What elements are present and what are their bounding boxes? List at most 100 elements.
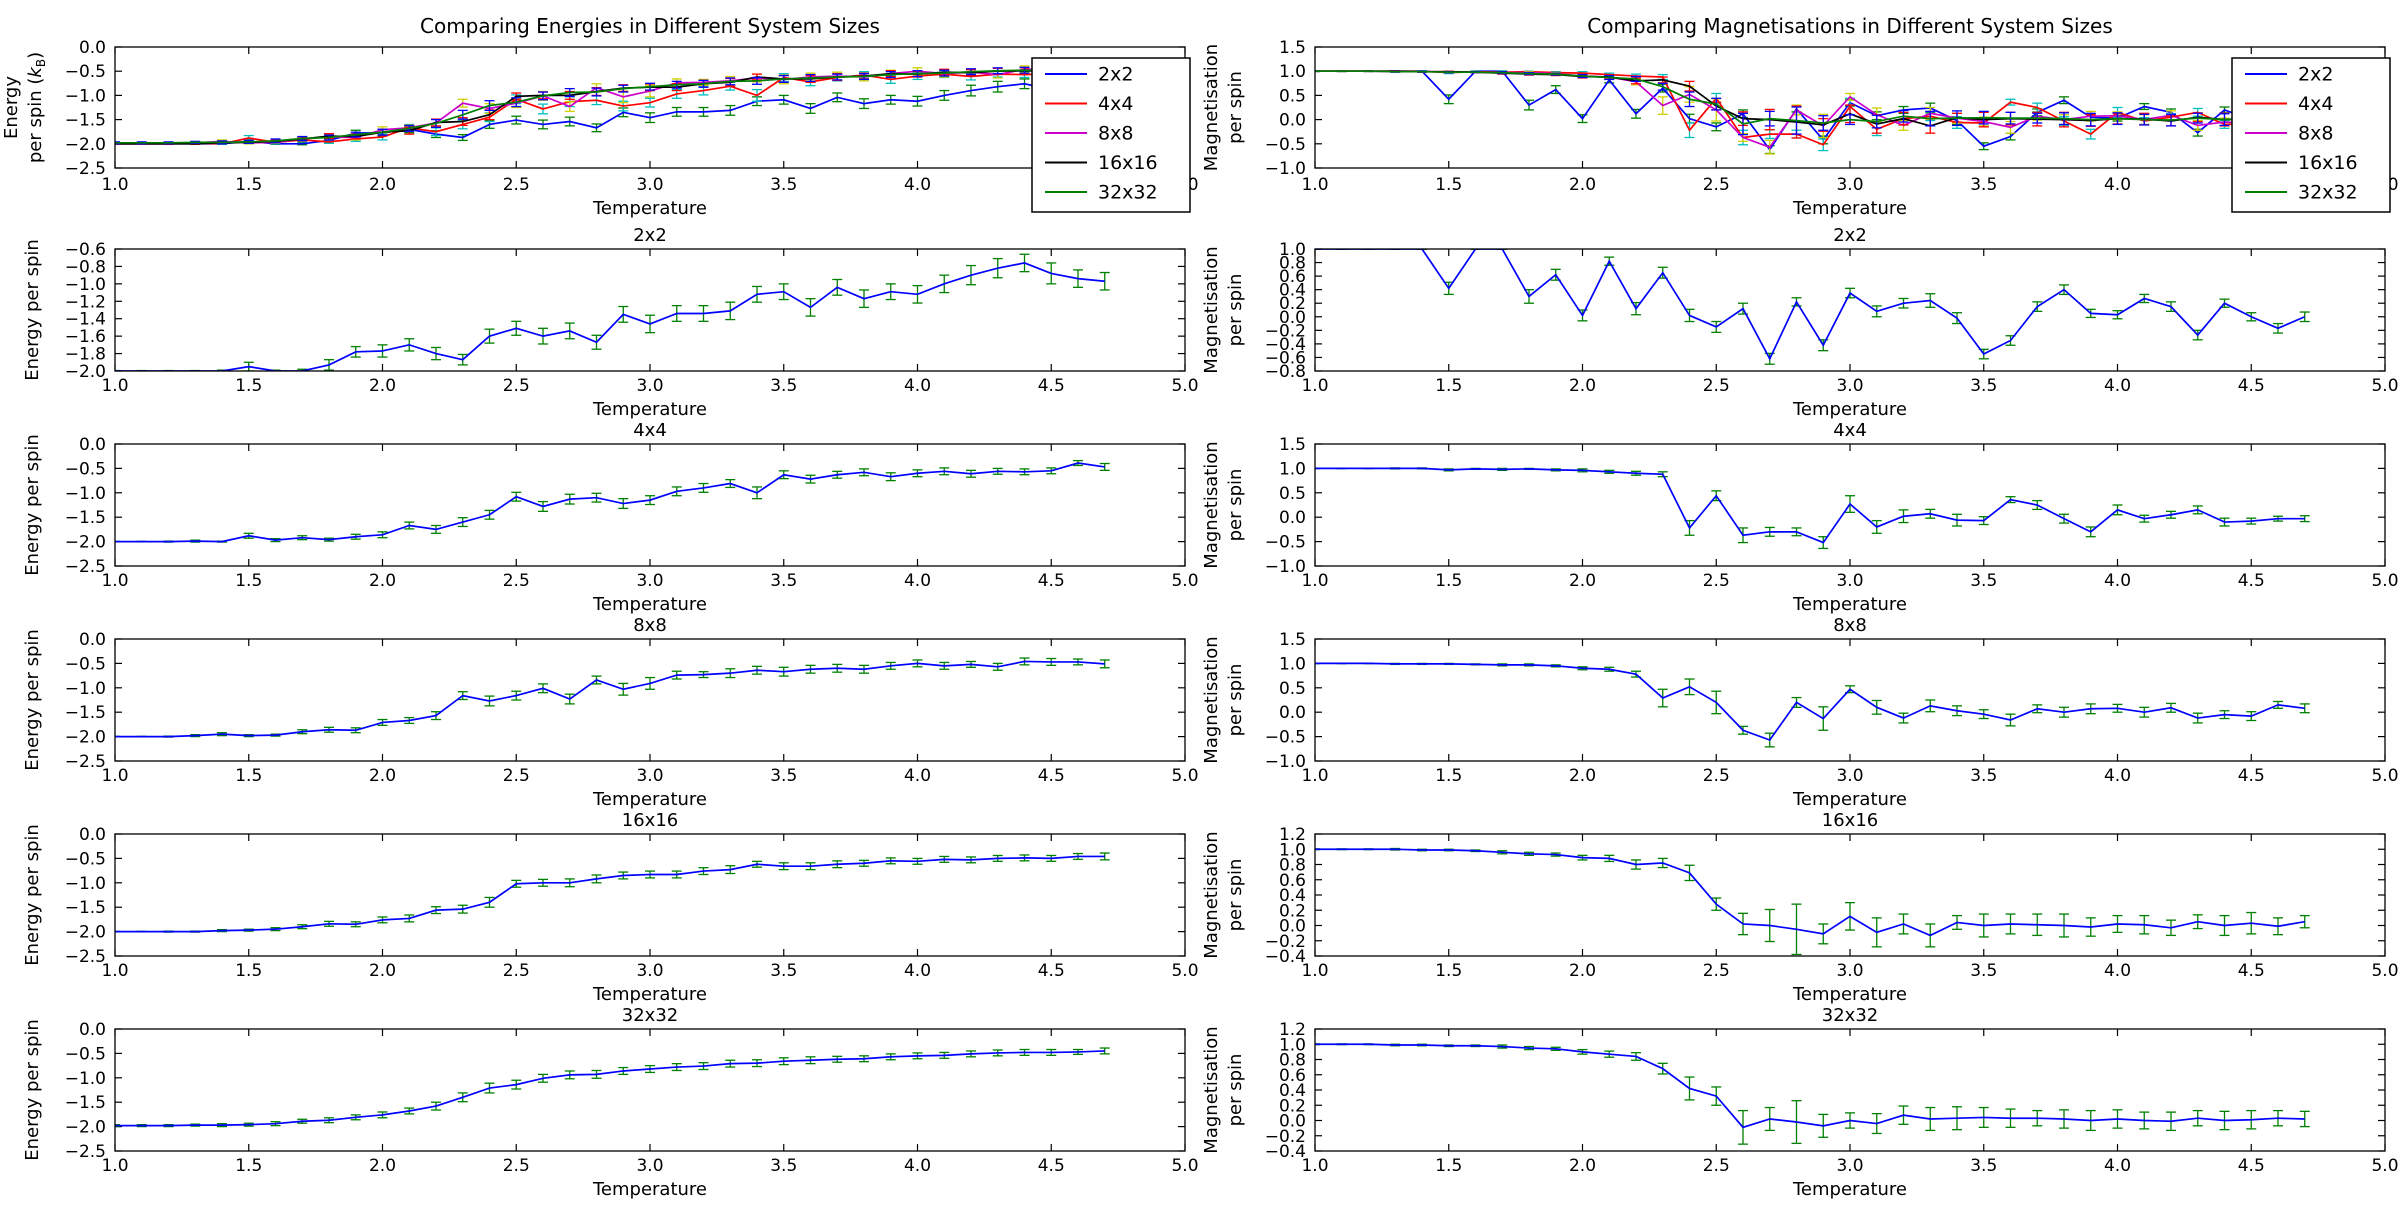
svg-text:5.0: 5.0 [1171,961,1198,981]
svg-text:1.2: 1.2 [1279,1020,1306,1040]
magnetisation-2x2-canvas: 2x2 Magnetisation per spin 1.0 1.5 2.0 2.5 3.0 3… [1201,225,2399,420]
svg-text:4.5: 4.5 [1038,571,1065,591]
svg-text:2.0: 2.0 [1569,1156,1596,1176]
chart-title: Comparing Magnetisations in Different Sy… [1587,14,2113,38]
svg-text:0.0: 0.0 [1279,1112,1306,1132]
svg-text:3.0: 3.0 [1836,175,1863,195]
svg-text:3.0: 3.0 [636,1156,663,1176]
svg-text:4.5: 4.5 [2238,766,2265,786]
svg-text:4.5: 4.5 [1038,1156,1065,1176]
series-line-16x16 [1315,848,2305,937]
svg-text:0.4: 0.4 [1279,1081,1306,1101]
svg-text:1.5: 1.5 [235,1156,262,1176]
chart-title: Comparing Energies in Different System S… [420,14,880,38]
energy-comparison-canvas: Comparing Energies in Different System S… [1,14,1199,219]
svg-text:3.5: 3.5 [770,571,797,591]
svg-text:per spin: per spin [1225,274,1246,347]
svg-text:0.2: 0.2 [1279,901,1306,921]
x-axis-label: Temperature [592,984,707,1005]
svg-text:0.8: 0.8 [1279,254,1306,274]
svg-text:3.0: 3.0 [1836,961,1863,981]
svg-text:0.0: 0.0 [79,38,106,58]
svg-text:−1.0: −1.0 [65,679,106,699]
svg-text:4.5: 4.5 [1038,376,1065,396]
y-axis: −0.6−0.8−1.0−1.2−1.4−1.6−1.8−2.0 [65,240,1185,382]
svg-text:5.0: 5.0 [2371,376,2398,396]
errorbars-2x2 [1315,249,2310,365]
chart-title: 8x8 [1833,615,1867,636]
magnetisation-4x4-canvas: 4x4 Magnetisation per spin 1.0 1.5 2.0 2.5 3.0 3… [1201,420,2399,615]
energy-16x16-canvas: 16x16 Energy per spin 1.0 1.5 2.0 2.5 3.0 3.5 4.… [22,810,1199,1005]
plot-frame [1314,833,2386,957]
y-axis-label: Magnetisation per spin [1201,831,1246,958]
svg-text:−2.0: −2.0 [65,533,106,553]
svg-text:−0.5: −0.5 [1265,533,1306,553]
svg-text:3.5: 3.5 [770,961,797,981]
y-axis: 0.0 −0.5 −1.0 −1.5 −2.0 −2.5 [65,825,1185,967]
svg-text:1.0: 1.0 [1279,62,1306,82]
svg-text:4.0: 4.0 [904,571,931,591]
svg-text:3.0: 3.0 [636,571,663,591]
chart-title: 2x2 [1833,225,1867,246]
svg-text:−1.0: −1.0 [1265,752,1306,772]
svg-text:3.5: 3.5 [770,175,797,195]
svg-text:1.5: 1.5 [1435,766,1462,786]
svg-text:0.0: 0.0 [1279,703,1306,723]
svg-text:0.0: 0.0 [1279,308,1306,328]
chart-magnetisation-32x32: 32x32 Magnetisation per spin 1.0 1.5 2.0 2.5 3.… [1200,1005,2400,1205]
svg-text:3.5: 3.5 [1970,766,1997,786]
legend-label-4x4: 4x4 [1098,93,1133,115]
svg-text:1.0: 1.0 [1279,840,1306,860]
svg-text:2.0: 2.0 [369,175,396,195]
svg-text:−2.5: −2.5 [65,159,106,179]
svg-text:2.0: 2.0 [1569,766,1596,786]
svg-text:0.0: 0.0 [79,825,106,845]
chart-energy-4x4: 4x4 Energy per spin 1.0 1.5 2.0 2.5 3.0 3.5 4.0 4… [0,420,1200,615]
svg-text:3.0: 3.0 [636,961,663,981]
svg-text:5.0: 5.0 [2371,571,2398,591]
svg-text:3.5: 3.5 [1970,1156,1997,1176]
svg-text:3.5: 3.5 [1970,961,1997,981]
legend-label-2x2: 2x2 [2298,64,2333,86]
plot-frame [1314,638,2386,762]
svg-text:4.0: 4.0 [2104,175,2131,195]
errorbars-32x32 [115,1047,1110,1128]
svg-text:per spin: per spin [1225,71,1246,144]
svg-text:−2.0: −2.0 [65,728,106,748]
svg-text:4.0: 4.0 [2104,961,2131,981]
svg-text:1.5: 1.5 [1435,175,1462,195]
y-axis: 1.21.00.80.60.40.20.0−0.2−0.4 [1265,825,2385,967]
svg-text:−0.2: −0.2 [1265,1127,1306,1147]
x-axis-label: Temperature [1792,984,1907,1005]
y-axis-label: Energy per spin [22,629,43,771]
svg-text:0.0: 0.0 [79,630,106,650]
svg-text:−0.2: −0.2 [1265,321,1306,341]
svg-text:−0.5: −0.5 [65,1044,106,1064]
y-axis: 0.0 −0.5 −1.0 −1.5 −2.0 −2.5 [65,1020,1185,1162]
svg-text:0.2: 0.2 [1279,294,1306,314]
svg-text:4.0: 4.0 [904,1156,931,1176]
series-line-32x32 [115,1050,1105,1127]
svg-text:−2.5: −2.5 [65,1142,106,1162]
errorbars-2x2 [115,253,1110,371]
svg-text:3.5: 3.5 [770,376,797,396]
svg-text:0.0: 0.0 [79,435,106,455]
svg-text:−1.4: −1.4 [65,310,106,330]
legend-label-32x32: 32x32 [1098,182,1158,204]
svg-text:−1.0: −1.0 [65,1069,106,1089]
svg-text:1.0: 1.0 [1279,1035,1306,1055]
svg-text:Energy per spin: Energy per spin [22,434,43,576]
svg-text:1.0: 1.0 [101,175,128,195]
svg-text:0.0: 0.0 [79,1020,106,1040]
svg-text:2.0: 2.0 [1569,961,1596,981]
y-axis-label: Magnetisation per spin [1201,44,1246,171]
svg-text:−1.0: −1.0 [65,275,106,295]
legend-label-16x16: 16x16 [2298,152,2358,174]
x-axis-label: Temperature [592,399,707,420]
series-line-4x4 [115,462,1105,543]
svg-text:1.0: 1.0 [101,376,128,396]
svg-text:1.5: 1.5 [1435,1156,1462,1176]
series-line-4x4 [1315,70,2305,146]
chart-title: 16x16 [1822,810,1878,831]
